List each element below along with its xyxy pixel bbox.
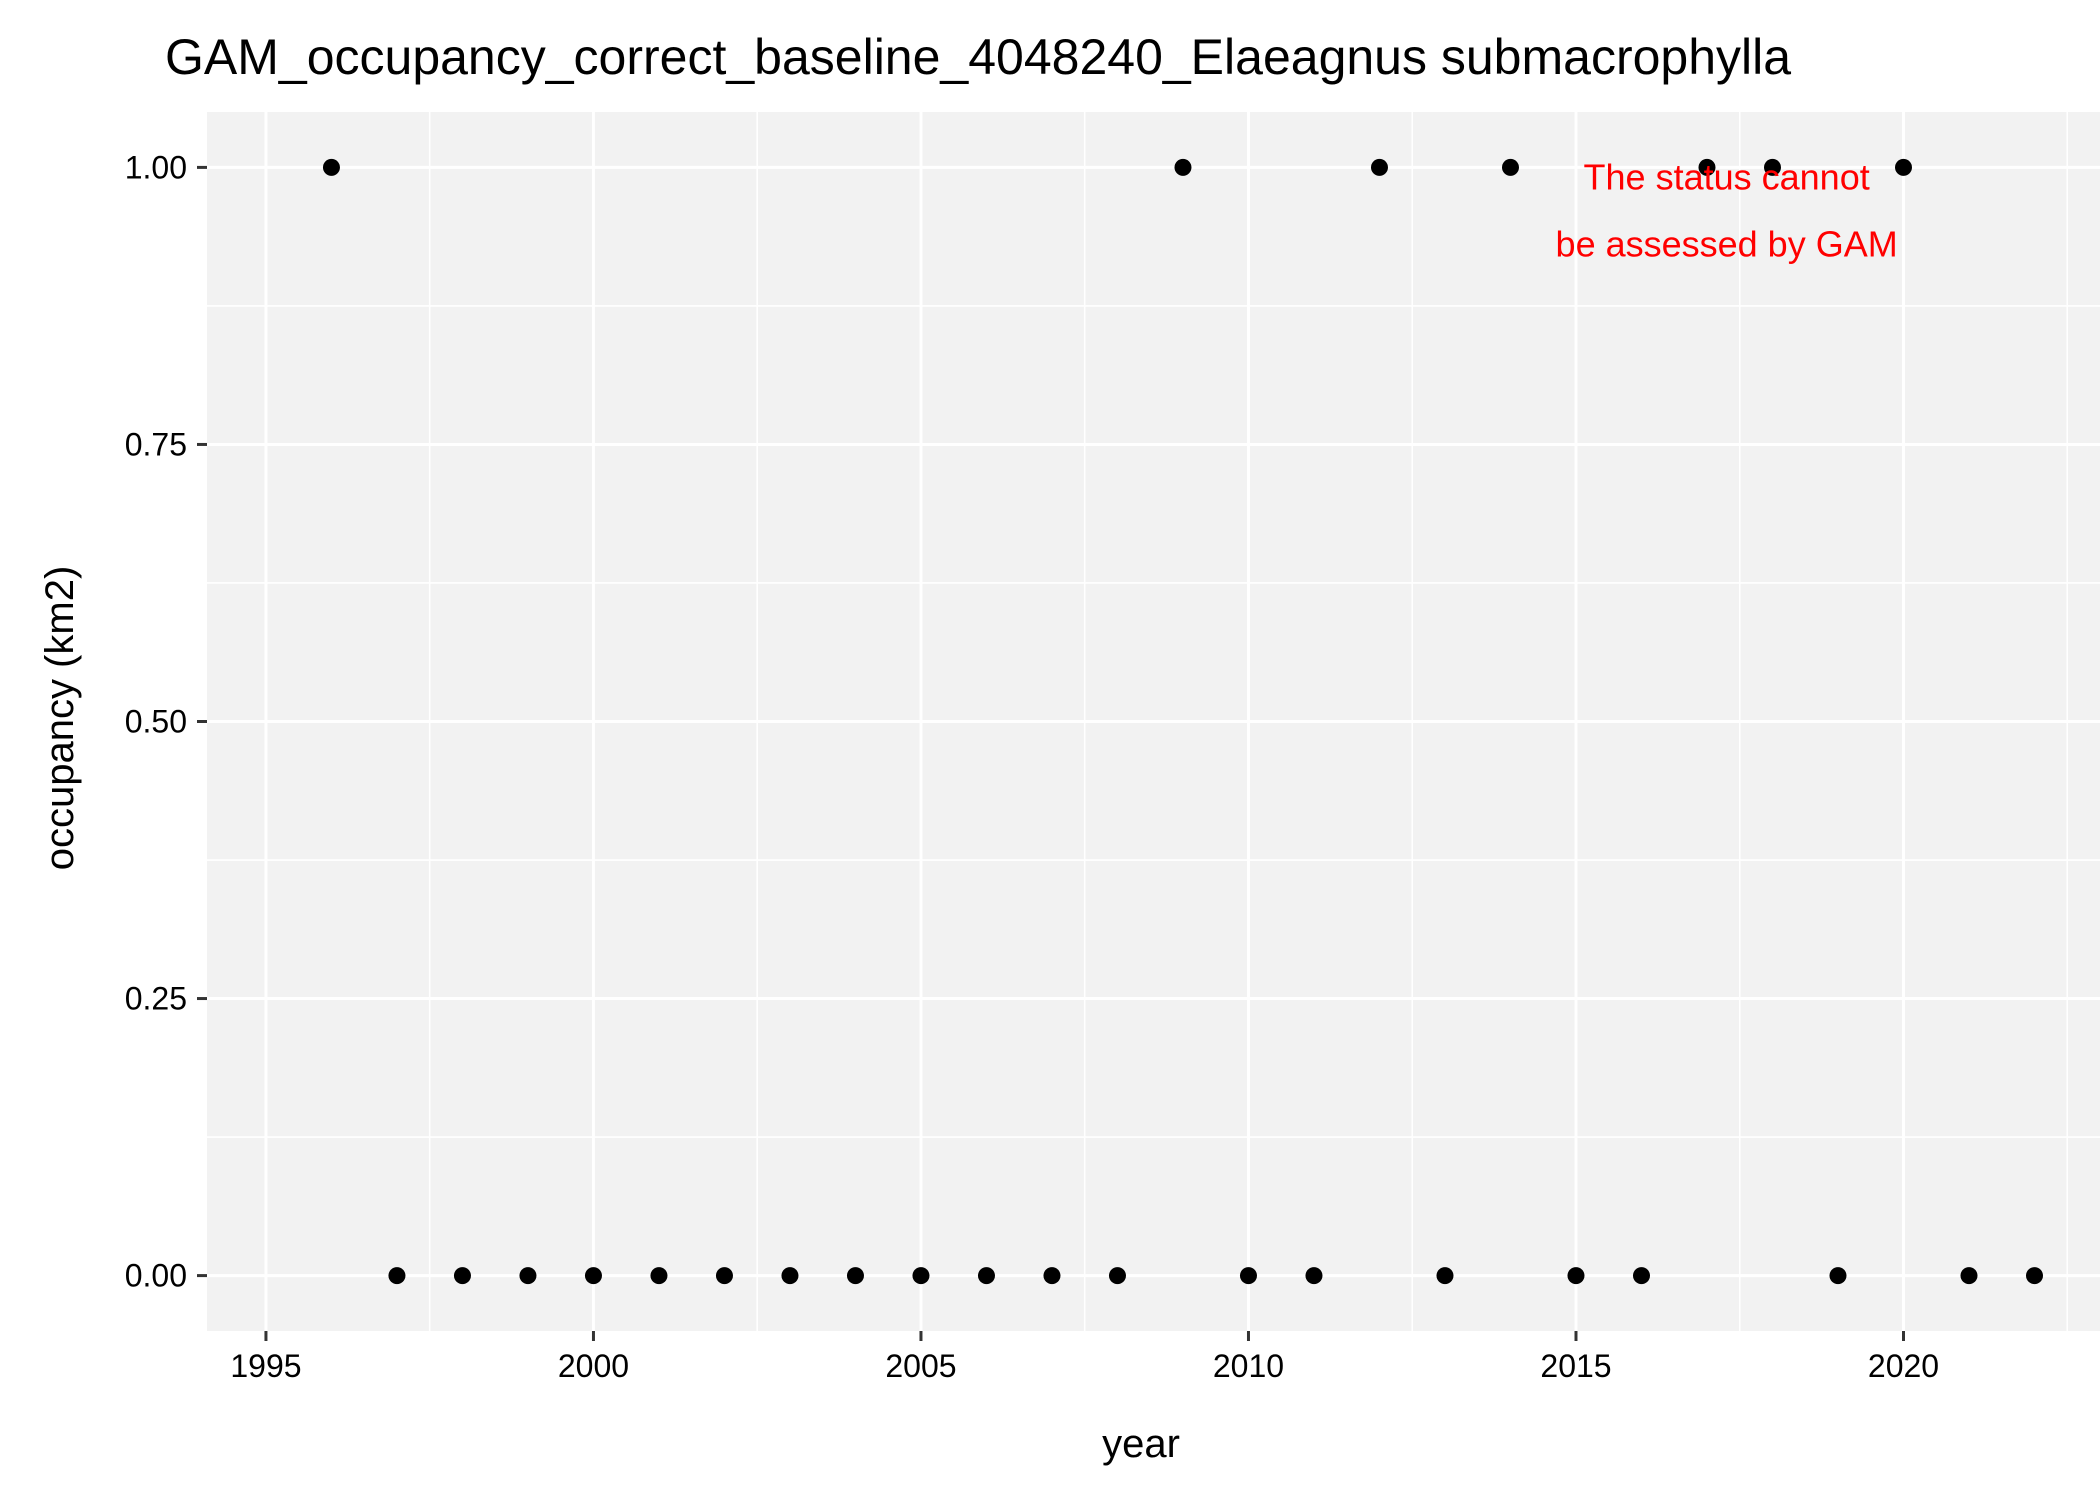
data-point [912,1267,930,1285]
data-point [519,1267,537,1285]
x-tick-label: 1995 [230,1348,301,1384]
annotation-line: The status cannot [1584,157,1870,198]
data-point [1436,1267,1454,1285]
x-tick-label: 2010 [1213,1348,1284,1384]
x-tick-label: 2015 [1540,1348,1611,1384]
data-point [1960,1267,1978,1285]
data-points [322,158,2043,1285]
data-point [2025,1267,2043,1285]
data-point [1829,1267,1847,1285]
data-point [322,158,340,176]
data-point [715,1267,733,1285]
data-point [453,1267,471,1285]
grid-major [207,112,2100,1331]
data-point [1632,1267,1650,1285]
data-point [1043,1267,1061,1285]
annotation: The status cannot be assessed by GAM [1556,157,1898,265]
data-point [650,1267,668,1285]
chart-title: GAM_occupancy_correct_baseline_4048240_E… [165,29,1791,85]
data-point [846,1267,864,1285]
y-axis-title: occupancy (km2) [38,566,82,871]
data-point [388,1267,406,1285]
y-tick-label: 0.25 [125,981,187,1017]
y-tick-label: 0.50 [125,704,187,740]
data-point [1567,1267,1585,1285]
y-tick-label: 0.75 [125,426,187,462]
x-tick-label: 2005 [885,1348,956,1384]
data-point [977,1267,995,1285]
x-tick-label: 2020 [1868,1348,1939,1384]
data-point [1305,1267,1323,1285]
data-point [1174,158,1192,176]
y-axis: 0.00 0.25 0.50 0.75 1.00 [125,149,207,1294]
data-point [1894,158,1912,176]
data-point [584,1267,602,1285]
y-tick-label: 0.00 [125,1258,187,1294]
data-point [1370,158,1388,176]
x-axis-title: year [1102,1422,1180,1466]
data-point [1698,158,1716,176]
x-axis: 1995 2000 2005 2010 2015 2020 [230,1331,1939,1384]
x-tick-label: 2000 [558,1348,629,1384]
data-point [1239,1267,1257,1285]
y-tick-label: 1.00 [125,149,187,185]
data-point [781,1267,799,1285]
data-point [1108,1267,1126,1285]
data-point [1763,158,1781,176]
annotation-line: be assessed by GAM [1556,224,1898,265]
data-point [1501,158,1519,176]
